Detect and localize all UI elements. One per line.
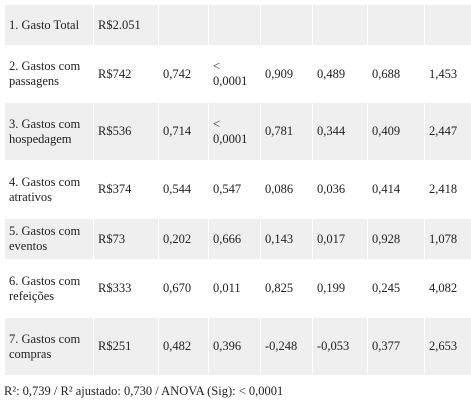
- table-row: 7. Gastos com compras R$251 0,482 0,396 …: [4, 317, 471, 376]
- cell-mean-spend: R$2.051: [93, 4, 159, 46]
- table-row: 6. Gastos com refeições R$333 0,670 0,01…: [4, 259, 471, 318]
- cell-mean-spend: R$536: [93, 102, 159, 161]
- cell-mean-spend: R$73: [93, 218, 159, 260]
- cell-mean-spend: R$742: [93, 45, 159, 103]
- cell: 0,245: [367, 259, 425, 318]
- cell-mean-spend: R$251: [93, 317, 159, 376]
- row-label: 5. Gastos com eventos: [4, 218, 94, 260]
- cell: 4,082: [424, 259, 471, 318]
- cell: 0,781: [260, 102, 313, 161]
- cell: 2,653: [424, 317, 471, 376]
- cell: 0,011: [208, 259, 261, 318]
- table-row: 1. Gasto Total R$2.051: [4, 4, 471, 46]
- table-row: 3. Gastos com hospedagem R$536 0,714 < 0…: [4, 102, 471, 161]
- cell: < 0,0001: [208, 45, 261, 103]
- cell: [158, 4, 209, 46]
- cell: 0,036: [312, 160, 368, 219]
- table-footnote: R²: 0,739 / R² ajustado: 0,730 / ANOVA (…: [4, 384, 284, 398]
- cell: 0,017: [312, 218, 368, 260]
- cell: 0,202: [158, 218, 209, 260]
- table-row: 4. Gastos com atrativos R$374 0,544 0,54…: [4, 160, 471, 219]
- cell: 0,086: [260, 160, 313, 219]
- cell: -0,053: [312, 317, 368, 376]
- cell: 0,377: [367, 317, 425, 376]
- cell: 1,078: [424, 218, 471, 260]
- cell: 0,825: [260, 259, 313, 318]
- cell: 0,714: [158, 102, 209, 161]
- cell: 2,447: [424, 102, 471, 161]
- cell: -0,248: [260, 317, 313, 376]
- cell: < 0,0001: [208, 102, 261, 161]
- cell: 0,482: [158, 317, 209, 376]
- row-label: 3. Gastos com hospedagem: [4, 102, 94, 161]
- cell-mean-spend: R$333: [93, 259, 159, 318]
- table-row: 5. Gastos com eventos R$73 0,202 0,666 0…: [4, 218, 471, 260]
- cell: 0,666: [208, 218, 261, 260]
- row-label: 2. Gastos com passagens: [4, 45, 94, 103]
- cell: 0,909: [260, 45, 313, 103]
- cell: 0,742: [158, 45, 209, 103]
- row-label: 6. Gastos com refeições: [4, 259, 94, 318]
- cell: 0,409: [367, 102, 425, 161]
- cell: 0,199: [312, 259, 368, 318]
- cell: [260, 4, 313, 46]
- cell: [424, 4, 471, 46]
- cell: 0,396: [208, 317, 261, 376]
- cell: [312, 4, 368, 46]
- cell: 0,670: [158, 259, 209, 318]
- cell: 0,928: [367, 218, 425, 260]
- cell: 0,489: [312, 45, 368, 103]
- cell: 2,418: [424, 160, 471, 219]
- cell: 0,143: [260, 218, 313, 260]
- cell: [208, 4, 261, 46]
- cell: 0,414: [367, 160, 425, 219]
- table-row: 2. Gastos com passagens R$742 0,742 < 0,…: [4, 45, 471, 103]
- row-label: 1. Gasto Total: [4, 4, 94, 46]
- row-label: 4. Gastos com atrativos: [4, 160, 94, 219]
- cell: 0,544: [158, 160, 209, 219]
- cell: 0,547: [208, 160, 261, 219]
- cell: 0,688: [367, 45, 425, 103]
- cell-mean-spend: R$374: [93, 160, 159, 219]
- cell: 0,344: [312, 102, 368, 161]
- cell: 1,453: [424, 45, 471, 103]
- regression-table: 1. Gasto Total R$2.051 2. Gastos com pas…: [4, 4, 471, 376]
- row-label: 7. Gastos com compras: [4, 317, 94, 376]
- cell: [367, 4, 425, 46]
